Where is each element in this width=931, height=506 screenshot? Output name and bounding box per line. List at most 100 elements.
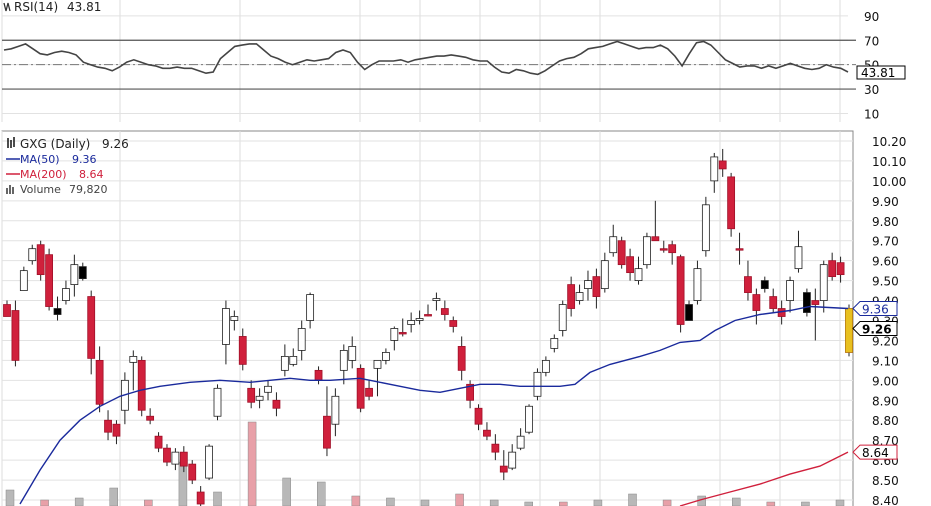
candle-54	[457, 336, 466, 381]
candle-body-28	[238, 336, 247, 365]
candle-body-34	[289, 355, 298, 365]
candle-30	[255, 388, 264, 409]
price-tick-17: 8.50	[872, 474, 899, 488]
candle-body-49	[415, 318, 424, 321]
candle-body-54	[457, 346, 466, 371]
candle-body-71	[600, 260, 609, 289]
price-tick-14: 8.80	[872, 414, 899, 428]
candle-body-26	[222, 308, 230, 345]
candle-48	[407, 312, 416, 333]
candle-body-40	[339, 350, 348, 371]
candle-77	[651, 200, 660, 242]
candle-82	[693, 260, 702, 305]
legend-ma50: MA(50) 9.36	[6, 153, 97, 166]
price-tick-0: 10.20	[872, 135, 906, 149]
candle-body-79	[668, 244, 677, 254]
price-tag-box-2	[852, 444, 898, 460]
price-legend: GXG (Daily) 9.26 MA(50) 9.36 MA(200) 8.6…	[6, 137, 129, 196]
candle-body-66	[558, 304, 567, 331]
price-tag-box-1	[852, 320, 898, 336]
candle-body-32	[272, 399, 281, 409]
candle-body-99	[836, 262, 845, 276]
candle-body-93	[786, 280, 794, 301]
candle-16	[137, 356, 146, 417]
candle-legend-icon	[7, 137, 15, 148]
candle-42	[356, 364, 365, 413]
volume-bar-19	[662, 499, 672, 506]
rsi-last-tag: 43.81	[856, 65, 906, 80]
volume-bar-11	[386, 497, 395, 506]
rsi-tick-3: 30	[864, 83, 879, 97]
candle-10	[87, 290, 96, 375]
candle-body-68	[575, 292, 584, 301]
rsi-legend-value: 43.81	[67, 0, 101, 14]
candle-body-23	[196, 491, 205, 505]
candle-94	[794, 230, 803, 273]
price-tag-last: 9.26	[852, 320, 898, 336]
candle-12	[104, 410, 112, 441]
candle-85	[718, 148, 727, 177]
candle-4	[36, 240, 45, 281]
price-tick-13: 8.90	[872, 394, 899, 408]
volume-bar-18	[628, 493, 637, 506]
candle-49	[415, 310, 424, 325]
candle-22	[188, 460, 197, 485]
price-panel: 10.2010.1010.009.909.809.709.609.509.409…	[1, 130, 906, 506]
candle-body-91	[769, 296, 778, 309]
candle-18	[154, 432, 163, 453]
candle-47	[398, 318, 407, 337]
candle-19	[163, 444, 171, 467]
candle-67	[567, 276, 576, 317]
candle-5	[45, 248, 53, 311]
candle-body-38	[323, 415, 331, 449]
candle-body-84	[710, 156, 719, 182]
candle-body-24	[205, 445, 213, 479]
candle-78	[659, 240, 668, 253]
candle-body-39	[331, 395, 340, 425]
candle-20	[171, 448, 180, 471]
candle-body-17	[146, 415, 155, 421]
candle-76	[643, 232, 651, 269]
volume-bars	[5, 421, 845, 506]
volume-bar-23	[801, 501, 810, 506]
candle-body-43	[365, 387, 373, 397]
candle-body-6	[53, 308, 62, 315]
candle-body-25	[213, 387, 222, 417]
candle-62	[525, 404, 533, 435]
candle-95	[803, 288, 811, 317]
candle-body-96	[811, 300, 820, 305]
price-tick-7: 9.50	[872, 275, 899, 289]
candle-3	[28, 244, 37, 265]
candle-65	[550, 334, 559, 353]
candle-body-63	[533, 371, 542, 397]
candle-60	[508, 444, 517, 471]
candle-50	[424, 304, 432, 317]
candle-81	[685, 300, 693, 321]
candle-body-46	[390, 328, 399, 341]
candle-body-42	[356, 367, 365, 409]
candle-83	[701, 196, 710, 257]
volume-bar-9	[317, 481, 326, 506]
candle-body-44	[373, 359, 382, 369]
candle-79	[668, 240, 677, 265]
candle-89	[752, 288, 761, 325]
candle-body-61	[516, 435, 525, 449]
candle-body-98	[828, 260, 837, 278]
candle-71	[600, 252, 609, 293]
candle-body-8	[70, 264, 79, 285]
candle-body-72	[609, 236, 618, 254]
candle-body-30	[255, 395, 264, 401]
candle-body-31	[264, 385, 272, 393]
volume-legend-icon	[6, 185, 14, 194]
candle-body-85	[718, 160, 727, 170]
candle-17	[146, 408, 155, 425]
candle-body-29	[247, 387, 256, 403]
candle-body-35	[297, 328, 306, 351]
candle-body-89	[752, 294, 761, 311]
candle-body-70	[592, 276, 601, 297]
candle-43	[365, 380, 373, 401]
candle-body-20	[171, 451, 180, 465]
candle-body-58	[491, 443, 500, 453]
candle-38	[323, 386, 331, 457]
